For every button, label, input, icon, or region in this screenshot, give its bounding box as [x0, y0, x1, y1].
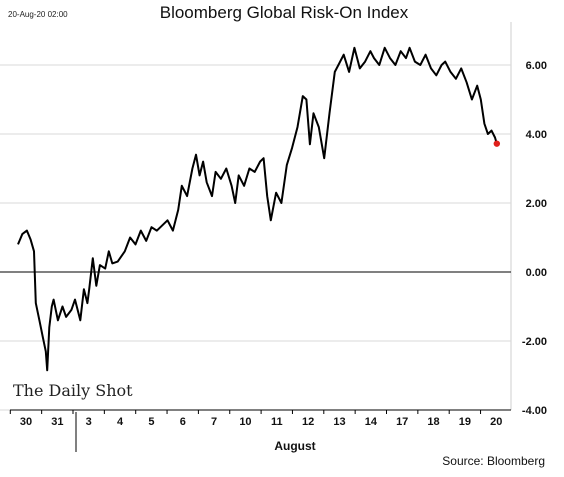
y-tick-label: 0.00 [526, 267, 547, 279]
x-tick-label: 6 [180, 416, 186, 428]
x-tick-label: 10 [239, 416, 251, 428]
y-tick-label: -4.00 [522, 405, 547, 417]
last-point-marker [493, 140, 501, 147]
y-tick-label: 4.00 [526, 129, 547, 141]
x-tick-label: 19 [459, 416, 471, 428]
x-axis-label: August [274, 439, 315, 453]
x-tick-label: 30 [20, 416, 32, 428]
source-note: Source: Bloomberg [442, 454, 545, 468]
chart-timestamp: 20-Aug-20 02:00 [8, 10, 68, 19]
grid-lines [0, 64, 511, 411]
y-axis: 6.00 4.00 2.00 0.00 -2.00 -4.00 [522, 60, 547, 417]
x-tick-label: 31 [51, 416, 63, 428]
x-axis: 30 31 3 4 5 6 7 10 11 12 13 14 17 18 19 20 [9, 409, 511, 428]
brand-logo: The Daily Shot [13, 381, 133, 400]
y-tick-label: 6.00 [526, 60, 547, 72]
x-tick-label: 4 [117, 416, 124, 428]
y-tick-label: -2.00 [522, 336, 547, 348]
y-tick-label: 2.00 [526, 198, 547, 210]
x-tick-label: 17 [396, 416, 408, 428]
x-tick-label: 5 [148, 416, 154, 428]
x-tick-label: 11 [271, 416, 283, 428]
x-tick-label: 12 [302, 416, 314, 428]
x-tick-label: 18 [427, 416, 439, 428]
x-tick-label: 3 [86, 416, 92, 428]
x-tick-label: 14 [365, 416, 378, 428]
x-tick-label: 20 [490, 416, 502, 428]
x-tick-label: 7 [211, 416, 217, 428]
series-line [17, 46, 498, 372]
chart-title: Bloomberg Global Risk-On Index [160, 3, 409, 22]
x-tick-label: 13 [333, 416, 345, 428]
